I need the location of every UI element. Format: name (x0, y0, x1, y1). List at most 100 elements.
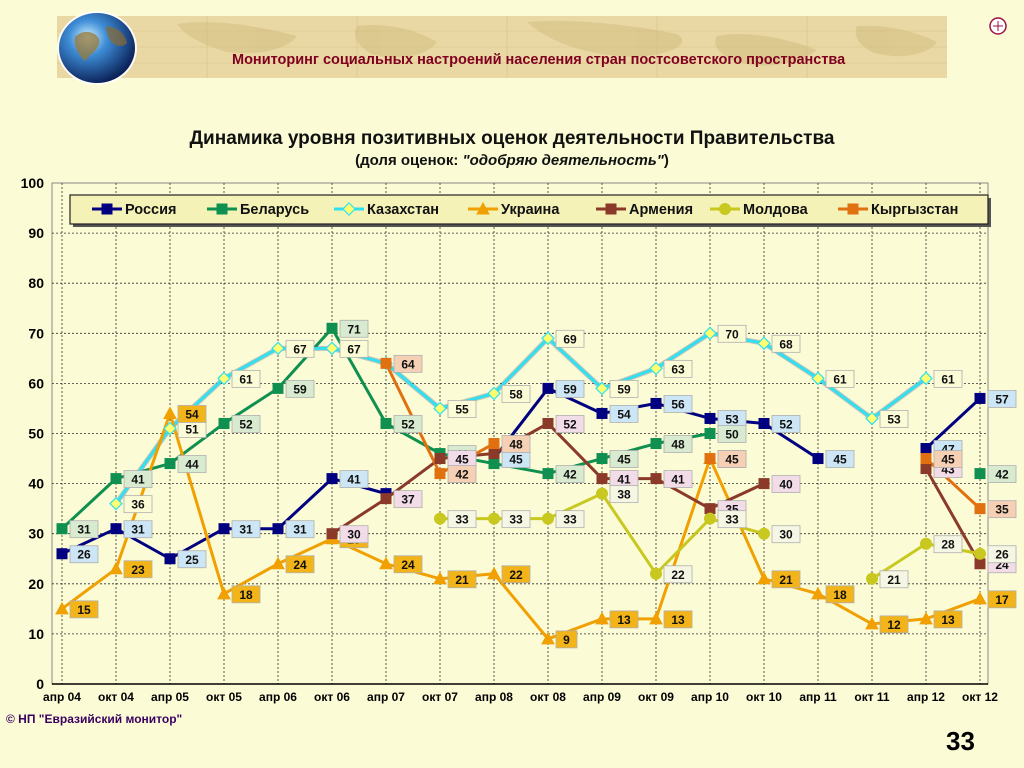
data-point (596, 407, 608, 419)
y-tick-label: 60 (28, 375, 44, 391)
data-point (758, 417, 770, 429)
chart-title: Динамика уровня позитивных оценок деятел… (189, 128, 835, 149)
data-label-box (339, 470, 369, 488)
data-label-box (663, 610, 693, 629)
data-label: 58 (509, 387, 523, 401)
data-label: 26 (77, 548, 91, 562)
series-line (61, 477, 387, 561)
data-label: 41 (617, 473, 631, 487)
data-point (650, 567, 662, 580)
data-label-box (663, 470, 693, 488)
data-label: 9 (563, 633, 570, 647)
data-label: 61 (833, 372, 847, 386)
data-label: 37 (401, 493, 415, 507)
globe-logo (57, 11, 137, 85)
data-point (920, 453, 932, 465)
data-label: 59 (563, 382, 577, 396)
data-point (164, 553, 176, 565)
x-tick-label: окт 10 (746, 690, 782, 704)
y-tick-label: 10 (28, 626, 44, 642)
data-label: 21 (779, 573, 793, 587)
data-label-box (663, 435, 693, 453)
data-point (272, 523, 284, 535)
data-label: 53 (887, 412, 901, 426)
data-label: 23 (131, 563, 145, 577)
data-label: 33 (725, 513, 739, 527)
data-point (380, 357, 392, 369)
data-label: 55 (455, 402, 469, 416)
x-tick-label: апр 06 (259, 690, 297, 704)
data-point (216, 203, 228, 215)
header-title: Мониторинг социальных настроений населен… (232, 52, 846, 68)
data-label-box (987, 465, 1017, 483)
data-label: 12 (887, 618, 901, 632)
data-label: 52 (401, 417, 415, 431)
data-label: 13 (941, 613, 955, 627)
data-label-box (987, 500, 1017, 519)
data-label: 54 (617, 407, 631, 421)
legend-label: Россия (125, 202, 176, 218)
data-label: 40 (779, 478, 793, 492)
data-label: 18 (833, 588, 847, 602)
data-point (326, 473, 338, 485)
data-label-box (447, 465, 477, 483)
legend-label: Кыргызстан (871, 202, 958, 218)
data-label-box (879, 615, 909, 634)
data-label: 41 (131, 473, 145, 487)
data-point (811, 586, 825, 600)
data-point (865, 616, 879, 630)
data-label: 44 (185, 458, 199, 472)
data-point (217, 586, 231, 600)
data-point (434, 453, 446, 465)
data-point (271, 341, 285, 356)
data-point (488, 512, 500, 525)
data-label-box (69, 600, 99, 619)
x-tick-label: апр 11 (799, 690, 837, 704)
data-point (218, 417, 230, 429)
chart-subtitle-suffix: ) (663, 152, 669, 169)
data-point (865, 411, 879, 426)
data-label-box (825, 369, 855, 388)
x-tick-label: апр 05 (151, 690, 189, 704)
data-point (650, 473, 662, 485)
data-point (920, 463, 932, 475)
data-label: 22 (509, 568, 523, 582)
data-label-box (771, 475, 801, 494)
data-point (109, 561, 123, 575)
data-point (488, 438, 500, 450)
data-label-box (231, 369, 261, 388)
data-label-box (663, 565, 693, 584)
data-label: 45 (617, 453, 631, 467)
x-tick-label: окт 07 (422, 690, 458, 704)
data-label-box (609, 380, 639, 398)
data-label-box (771, 334, 801, 353)
data-label: 69 (563, 332, 577, 346)
data-point (380, 417, 392, 429)
data-point (101, 203, 113, 215)
data-label: 63 (671, 362, 685, 376)
data-label: 24 (401, 558, 415, 572)
data-label: 52 (779, 417, 793, 431)
data-point (704, 412, 716, 424)
x-tick-label: окт 08 (530, 690, 566, 704)
data-point (487, 386, 501, 401)
data-label-box (285, 555, 315, 574)
data-label-box (231, 415, 261, 433)
data-point (476, 201, 490, 215)
data-label: 42 (563, 468, 577, 482)
data-label: 26 (995, 548, 1009, 562)
data-label-box (771, 570, 801, 589)
data-label-box (339, 525, 369, 544)
data-point (596, 453, 608, 465)
data-point (704, 503, 716, 515)
data-label: 70 (725, 327, 739, 341)
data-label: 67 (347, 342, 361, 356)
y-tick-label: 20 (28, 576, 44, 592)
data-label: 25 (185, 553, 199, 567)
data-label-box (69, 545, 99, 564)
data-label: 52 (239, 417, 253, 431)
data-label-box (339, 319, 369, 338)
data-point (605, 203, 617, 215)
y-tick-label: 50 (28, 426, 44, 442)
data-point (380, 493, 392, 505)
